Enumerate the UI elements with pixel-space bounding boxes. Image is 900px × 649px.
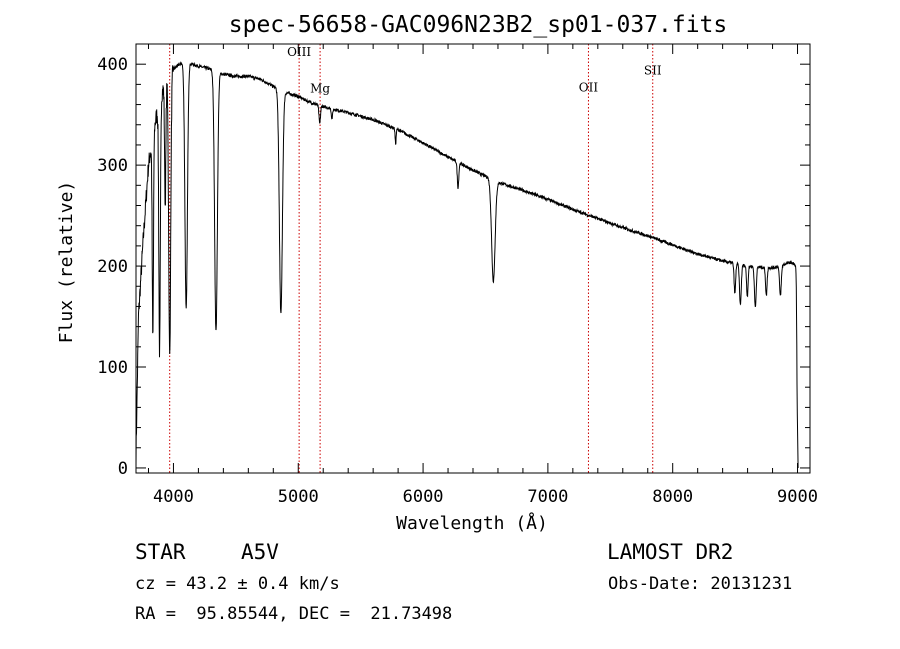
x-tick-label: 6000 [403,487,444,507]
spectrum-line [135,61,799,469]
y-tick-label: 200 [97,257,128,277]
obs-date: Obs-Date: 20131231 [608,574,793,594]
line-markers: OIII Mg OII SII [169,44,662,473]
coordinates: RA = 95.85544, DEC = 21.73498 [135,604,453,624]
survey-name: LAMOST DR2 [607,540,734,564]
x-tick-label: 5000 [278,487,319,507]
plot-frame [135,43,811,474]
chart-title: spec-56658-GAC096N23B2_sp01-037.fits [229,12,728,38]
x-tick-label: 8000 [652,487,693,507]
line-marker-label: SII [644,63,662,77]
line-marker-label: OIII [287,45,311,59]
x-tick-label: 4000 [153,487,194,507]
redshift-text: cz = 43.2 ± 0.4 km/s [135,574,340,594]
line-marker-label: Mg [310,81,330,95]
y-tick-label: 100 [97,358,128,378]
y-tick-label: 400 [97,55,128,75]
x-axis-label: Wavelength (Å) [396,512,548,534]
spectral-subclass: A5V [241,540,279,564]
x-tick-label: 7000 [527,487,568,507]
axes: 4000 5000 6000 7000 8000 9000 0 100 200 300 400 [97,44,818,507]
y-axis-label: Flux (relative) [56,181,77,344]
x-tick-label: 9000 [777,487,818,507]
y-tick-label: 0 [118,459,128,479]
line-marker-label: OII [579,80,599,94]
y-tick-label: 300 [97,156,128,176]
object-type: STAR [135,540,186,564]
